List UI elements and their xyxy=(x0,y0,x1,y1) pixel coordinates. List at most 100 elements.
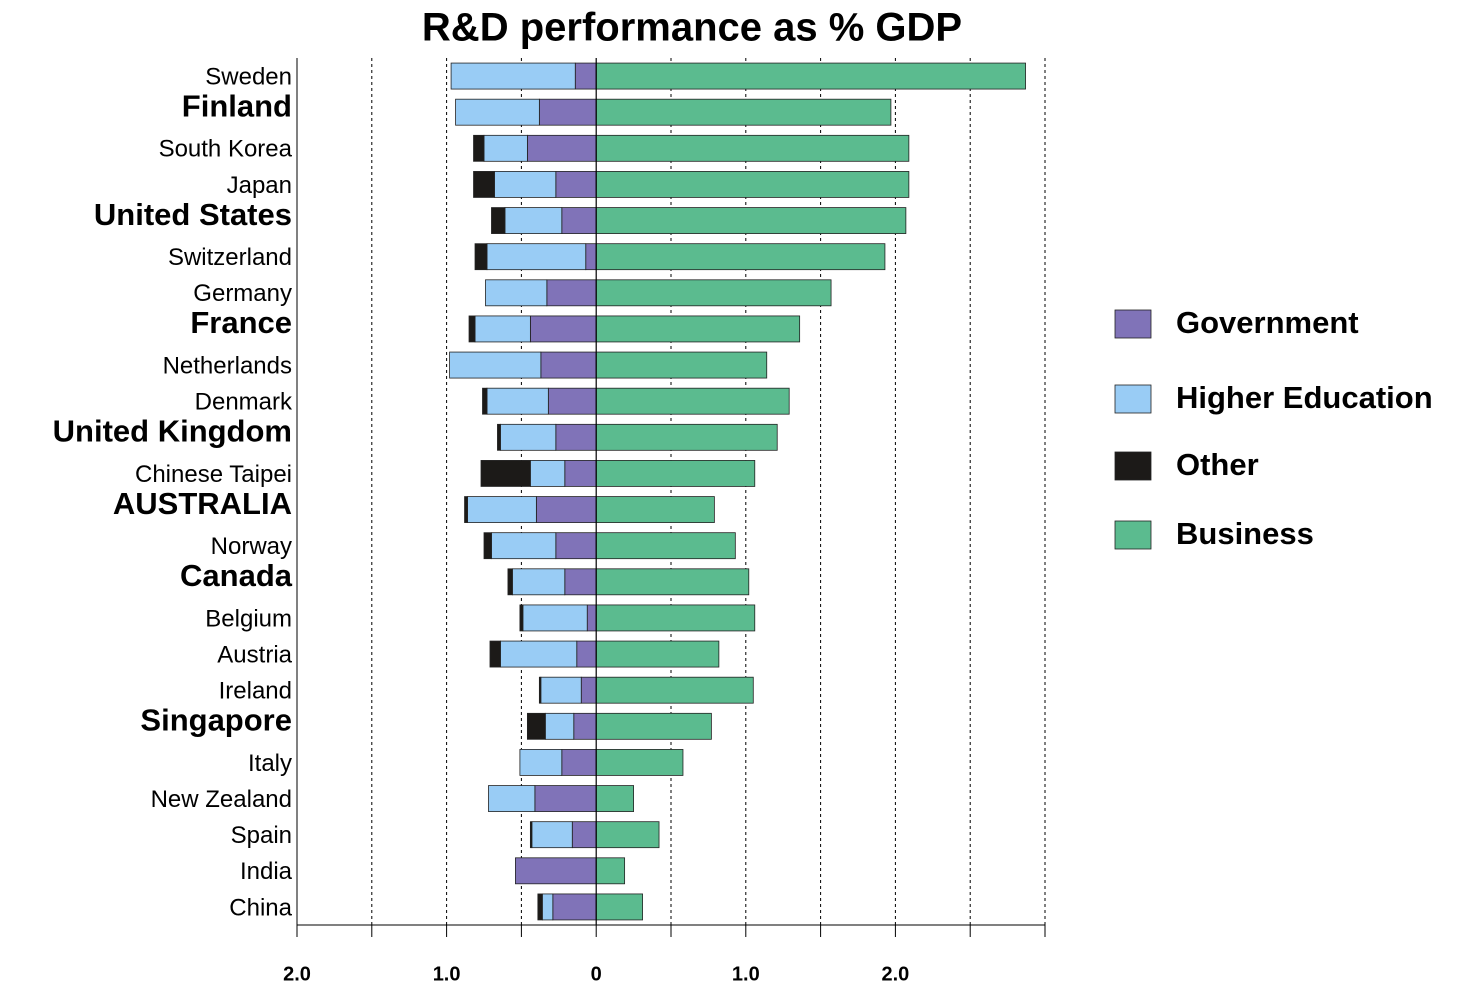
x-tick-label: 0 xyxy=(591,963,602,985)
bar xyxy=(486,387,549,415)
legend-label: Other xyxy=(1176,447,1259,482)
bar xyxy=(555,423,597,451)
y-tick-label: United Kingdom xyxy=(53,414,292,449)
bar xyxy=(455,98,540,126)
bar xyxy=(595,604,756,632)
bar xyxy=(500,423,557,451)
bar xyxy=(494,171,557,198)
bar xyxy=(474,315,531,343)
bar xyxy=(526,712,546,740)
bar xyxy=(571,821,597,849)
y-tick-label: Germany xyxy=(193,280,292,307)
bar xyxy=(535,496,597,523)
bar xyxy=(546,279,597,307)
bar xyxy=(486,243,587,271)
y-tick-label: Finland xyxy=(182,88,292,123)
bar xyxy=(576,640,597,668)
bar xyxy=(473,134,485,162)
bar xyxy=(491,532,557,560)
bar xyxy=(480,460,531,487)
bar xyxy=(595,387,790,415)
bar xyxy=(531,821,573,849)
bar xyxy=(585,243,597,271)
legend-swatch xyxy=(1114,309,1152,339)
y-tick-label: India xyxy=(240,858,293,885)
bar xyxy=(595,893,643,921)
bar xyxy=(595,640,720,668)
bar xyxy=(595,712,712,740)
bar xyxy=(500,640,578,668)
y-tick-label: Belgium xyxy=(205,605,292,632)
y-tick-label: Chinese Taipei xyxy=(135,461,292,488)
bar xyxy=(449,351,542,379)
y-tick-label: Japan xyxy=(227,172,292,199)
y-tick-label: Denmark xyxy=(195,389,293,416)
y-tick-label: Sweden xyxy=(205,63,292,90)
legend-swatch xyxy=(1114,384,1152,414)
bar xyxy=(595,460,756,487)
y-tick-label: Ireland xyxy=(219,678,292,705)
bar xyxy=(497,423,501,451)
bar xyxy=(504,207,563,234)
bar xyxy=(534,785,597,812)
y-tick-label: China xyxy=(229,894,292,921)
bar xyxy=(483,134,528,162)
bar xyxy=(595,532,736,560)
y-tick-label: Switzerland xyxy=(168,244,292,271)
bar xyxy=(488,785,536,812)
legend-label: Higher Education xyxy=(1176,380,1433,415)
bar xyxy=(529,821,533,849)
bar xyxy=(467,496,537,523)
y-tick-label: New Zealand xyxy=(151,786,292,813)
y-tick-label: Netherlands xyxy=(163,352,292,379)
bar xyxy=(522,604,588,632)
bar xyxy=(595,785,635,812)
bar xyxy=(595,821,660,849)
bar xyxy=(537,893,543,921)
bar xyxy=(595,134,910,162)
bar xyxy=(529,460,566,487)
y-tick-label: Austria xyxy=(217,641,292,668)
bar xyxy=(555,532,597,560)
bar xyxy=(561,749,597,776)
bar xyxy=(507,568,513,596)
bar xyxy=(555,171,597,198)
y-tick-label: AUSTRALIA xyxy=(113,486,292,521)
bar xyxy=(544,712,575,740)
bar xyxy=(547,387,597,415)
bar xyxy=(595,62,1026,90)
x-tick-label: 1.0 xyxy=(433,963,461,985)
bar xyxy=(489,640,501,668)
y-tick-label: South Korea xyxy=(159,136,293,163)
bar xyxy=(595,749,684,776)
y-tick-label: United States xyxy=(94,197,292,232)
bar xyxy=(552,893,597,921)
bar xyxy=(512,568,566,596)
legend-swatch xyxy=(1114,520,1152,550)
bar xyxy=(595,423,778,451)
bar xyxy=(595,857,626,885)
bar xyxy=(491,207,506,234)
bar xyxy=(541,893,554,921)
bar xyxy=(538,676,542,704)
y-tick-label: Norway xyxy=(211,533,292,560)
bar xyxy=(595,351,768,379)
bar xyxy=(464,496,468,523)
bar xyxy=(540,676,582,704)
bar xyxy=(473,171,495,198)
bar xyxy=(450,62,576,90)
bar xyxy=(483,532,492,560)
y-tick-label: France xyxy=(190,305,292,340)
bar xyxy=(595,315,801,343)
bar xyxy=(595,279,832,307)
y-tick-label: Spain xyxy=(231,822,292,849)
bar xyxy=(561,207,597,234)
bar xyxy=(468,315,476,343)
bar xyxy=(482,387,488,415)
bar xyxy=(595,676,754,704)
bar xyxy=(595,568,750,596)
bar xyxy=(515,857,597,885)
bar xyxy=(580,676,597,704)
bar xyxy=(595,496,715,523)
